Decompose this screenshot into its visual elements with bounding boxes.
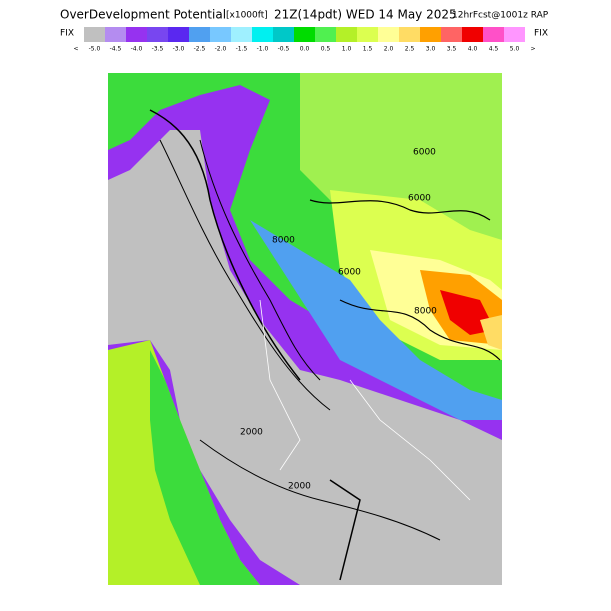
contour-label: 6000 xyxy=(338,268,361,278)
color-swatch xyxy=(315,27,336,42)
colorbar-label: 3.0 xyxy=(426,46,436,53)
contour-label: 6000 xyxy=(413,148,436,158)
colorbar-label: -2.0 xyxy=(215,46,227,53)
colorbar-label: 2.5 xyxy=(405,46,415,53)
color-swatch xyxy=(84,27,105,42)
color-swatch xyxy=(231,27,252,42)
map: 6000 6000 6000 8000 8000 2000 2000 xyxy=(108,73,502,585)
color-swatch xyxy=(210,27,231,42)
colorbar-label: 3.5 xyxy=(447,46,457,53)
color-swatch xyxy=(168,27,189,42)
colorbar-label: -0.5 xyxy=(278,46,290,53)
colorbar-label: 1.0 xyxy=(342,46,352,53)
colorbar-above: > xyxy=(530,46,535,53)
color-swatch xyxy=(105,27,126,42)
fix-right: FIX xyxy=(534,29,548,39)
colorbar: -5.0 -4.5 -4.0 -3.5 -3.0 -2.5 -2.0 -1.5 -1.0 -0.5… xyxy=(73,27,536,53)
colorbar-label: -1.0 xyxy=(257,46,269,53)
color-swatch xyxy=(126,27,147,42)
color-swatch xyxy=(189,27,210,42)
contour-label: 2000 xyxy=(240,428,263,438)
color-swatch xyxy=(378,27,399,42)
colorbar-label: 1.5 xyxy=(363,46,373,53)
color-swatch xyxy=(357,27,378,42)
colorbar-label: 0.0 xyxy=(300,46,310,53)
forecast: 12hrFcst@1001z RAP xyxy=(452,11,549,21)
color-swatch xyxy=(399,27,420,42)
color-swatch xyxy=(483,27,504,42)
colorbar-label: -1.5 xyxy=(236,46,248,53)
color-swatch xyxy=(420,27,441,42)
contour-label: 6000 xyxy=(408,194,431,204)
units: [x1000ft] xyxy=(226,11,268,21)
contour-label: 8000 xyxy=(272,236,295,246)
colorbar-label: -3.0 xyxy=(173,46,185,53)
fix-left: FIX xyxy=(60,29,74,39)
title: OverDevelopment Potential xyxy=(60,8,226,22)
colorbar-label: -4.0 xyxy=(131,46,143,53)
color-swatch xyxy=(294,27,315,42)
color-swatch xyxy=(462,27,483,42)
colorbar-label: 4.5 xyxy=(489,46,499,53)
colorbar-label: -2.5 xyxy=(194,46,206,53)
colorbar-label: -3.5 xyxy=(152,46,164,53)
color-swatch xyxy=(252,27,273,42)
colorbar-label: 0.5 xyxy=(321,46,331,53)
color-swatch xyxy=(336,27,357,42)
color-swatch xyxy=(504,27,525,42)
contour-label: 8000 xyxy=(414,307,437,317)
colorbar-below: < xyxy=(73,46,78,53)
colorbar-label: -4.5 xyxy=(110,46,122,53)
valid-time: 21Z(14pdt) WED 14 May 2025 xyxy=(274,8,457,22)
color-swatch xyxy=(147,27,168,42)
contour-label: 2000 xyxy=(288,482,311,492)
colorbar-label: 2.0 xyxy=(384,46,394,53)
color-swatch xyxy=(273,27,294,42)
colorbar-label: 4.0 xyxy=(468,46,478,53)
colorbar-label: -5.0 xyxy=(89,46,101,53)
colorbar-label: 5.0 xyxy=(510,46,520,53)
color-swatch xyxy=(441,27,462,42)
